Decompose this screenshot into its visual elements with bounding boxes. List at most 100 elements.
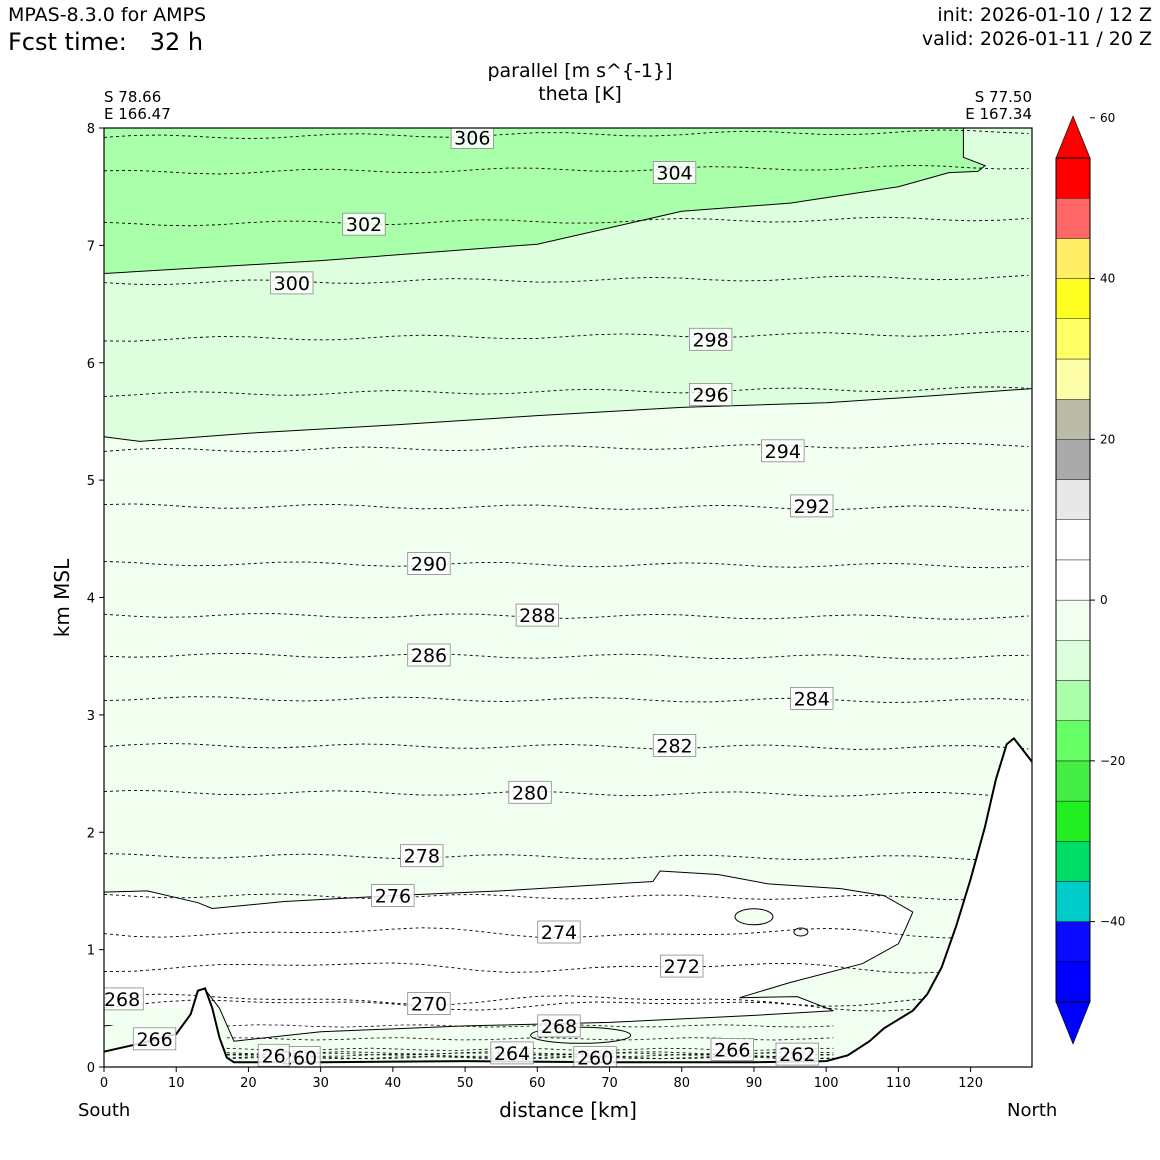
forecast-time: Fcst time: 32 h	[8, 28, 203, 56]
x-tick-label: 110	[886, 1076, 911, 1091]
theta-contour-290	[104, 560, 1029, 569]
theta-contour-282	[104, 743, 1029, 750]
colorbar-segment	[1055, 921, 1091, 962]
theta-label-box	[537, 920, 581, 944]
right-lon: E 167.34	[965, 105, 1032, 123]
x-tick-label: 10	[168, 1076, 185, 1091]
right-lat: S 77.50	[974, 88, 1032, 106]
theta-label-26: 26	[262, 1045, 286, 1067]
theta-label-300: 300	[274, 273, 310, 295]
x-tick-label: 20	[240, 1076, 257, 1091]
x-tick-label: 30	[312, 1076, 329, 1091]
theta-label-306: 306	[454, 127, 490, 149]
theta-label-box	[652, 734, 697, 757]
x-tick-label: 50	[457, 1076, 474, 1091]
wind-region-le--15-m/s	[104, 128, 986, 274]
colorbar-segment	[1055, 841, 1091, 882]
chart-title-theta: theta [K]	[538, 83, 622, 105]
theta-contour-280	[104, 789, 1029, 798]
theta-label-box	[761, 439, 805, 463]
x-tick-label: 0	[100, 1076, 108, 1091]
theta-label-260: 260	[281, 1048, 317, 1070]
left-lon: E 166.47	[104, 105, 171, 123]
theta-contour-294	[104, 443, 1029, 453]
wind-closed-contour	[793, 927, 809, 937]
y-tick-label: 3	[87, 709, 95, 724]
colorbar-segment	[1055, 760, 1091, 802]
theta-contour-268	[226, 1024, 834, 1028]
colorbar-over-triangle	[1055, 115, 1091, 159]
right-endpoint-coords: S 77.50 E 167.34	[965, 89, 1032, 123]
colorbar-segment	[1055, 479, 1091, 520]
theta-label-302: 302	[346, 214, 382, 236]
colorbar-tick-label: −20	[1100, 754, 1125, 768]
terrain-fill	[104, 738, 1032, 1067]
colorbar-segment	[1055, 961, 1091, 1003]
colorbar-segment	[1055, 680, 1091, 721]
colorbar-segment	[1055, 318, 1091, 360]
south-label: South	[78, 1100, 131, 1121]
colorbar-tick-label: 20	[1100, 432, 1115, 446]
theta-label-270: 270	[411, 994, 447, 1016]
terrain-line	[104, 736, 1032, 1064]
theta-contour-284	[104, 696, 1029, 703]
x-tick-label: 90	[746, 1076, 763, 1091]
theta-contour-278	[104, 853, 1029, 861]
theta-label-box	[508, 780, 552, 804]
chart-title-wind: parallel [m s^{-1}]	[487, 60, 673, 82]
theta-label-278: 278	[404, 846, 440, 868]
theta-contour-272	[104, 962, 1029, 974]
y-tick-label: 2	[87, 826, 95, 841]
north-label: North	[1007, 1100, 1058, 1121]
colorbar-segment	[1055, 197, 1091, 239]
colorbar-segment	[1055, 640, 1091, 681]
colorbar-segment	[1055, 157, 1091, 199]
colorbar-tick-label: 60	[1100, 111, 1115, 125]
colorbar-segment	[1055, 720, 1091, 762]
theta-label-box	[515, 603, 559, 627]
theta-label-266: 266	[136, 1029, 172, 1051]
colorbar-tick-label: −40	[1100, 915, 1125, 929]
theta-label-304: 304	[656, 163, 692, 185]
theta-label-296: 296	[692, 384, 728, 406]
theta-label-268: 268	[541, 1016, 577, 1038]
forecast-time-value: 32 h	[149, 28, 204, 56]
theta-label-266: 266	[714, 1039, 750, 1061]
y-tick-label: 4	[87, 592, 95, 607]
theta-label-box	[407, 643, 451, 667]
theta-label-box	[400, 844, 444, 868]
colorbar-segment	[1055, 238, 1091, 279]
x-tick-label: 60	[529, 1076, 546, 1091]
theta-label-298: 298	[692, 329, 728, 351]
theta-label-274: 274	[541, 922, 577, 944]
theta-label-box	[407, 552, 451, 575]
colorbar-segment	[1055, 881, 1091, 922]
colorbar-segment	[1055, 358, 1091, 400]
theta-contour-296	[104, 386, 1029, 397]
theta-label-268: 268	[104, 989, 140, 1011]
theta-contour-306	[104, 129, 1029, 140]
theta-label-260: 260	[577, 1048, 613, 1070]
init-time: init: 2026-01-10 / 12 Z	[937, 4, 1152, 26]
theta-label-box	[775, 1042, 819, 1066]
theta-contour-300	[104, 274, 1029, 286]
theta-label-box	[257, 1043, 290, 1067]
theta-label-box	[710, 1038, 754, 1061]
theta-label-box	[342, 212, 386, 236]
x-tick-label: 70	[601, 1076, 618, 1091]
theta-label-box	[652, 161, 697, 185]
x-axis-label: distance [km]	[499, 1098, 637, 1122]
left-endpoint-coords: S 78.66 E 166.47	[104, 89, 171, 123]
theta-label-294: 294	[765, 441, 801, 463]
theta-contour-302	[104, 216, 1029, 227]
y-tick-label: 7	[87, 239, 95, 254]
left-lat: S 78.66	[104, 88, 162, 106]
colorbar-frame	[1055, 157, 1091, 1003]
y-tick-label: 1	[87, 944, 95, 959]
model-name: MPAS-8.3.0 for AMPS	[8, 4, 207, 26]
theta-label-box	[407, 992, 451, 1015]
colorbar-tick-label: 40	[1100, 272, 1115, 286]
theta-label-292: 292	[794, 496, 830, 518]
theta-label-290: 290	[411, 554, 447, 576]
